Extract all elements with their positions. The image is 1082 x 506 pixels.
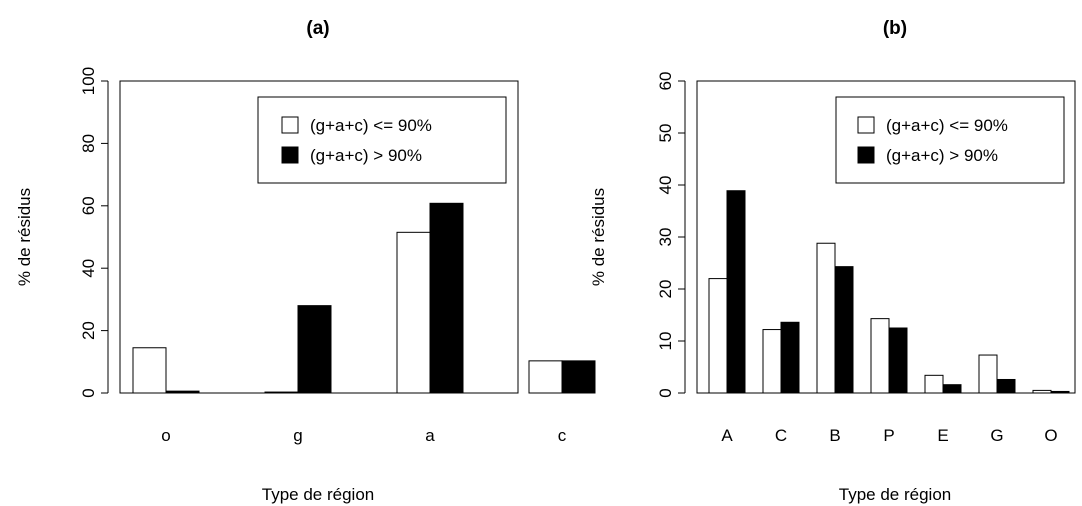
legend-swatch-black-a	[281, 146, 299, 164]
bar-black-a	[297, 305, 332, 394]
bar-white-b	[978, 354, 998, 394]
bars-b	[708, 190, 1070, 394]
bar-black-a	[165, 390, 200, 394]
legend-label-white-b: (g+a+c) <= 90%	[886, 116, 1008, 135]
chart-title-b: (b)	[883, 18, 907, 39]
bar-black-b	[726, 190, 746, 394]
x-tick-label: B	[829, 426, 840, 445]
y-tick-label: 40	[79, 259, 98, 278]
bar-white-a	[132, 347, 167, 394]
y-tick-label: 0	[79, 388, 98, 397]
legend-swatch-black-b	[857, 146, 875, 164]
legend-b: (g+a+c) <= 90% (g+a+c) > 90%	[835, 96, 1065, 184]
bar-white-b	[870, 318, 890, 394]
bar-black-b	[780, 321, 800, 394]
y-tick-label: 100	[79, 67, 98, 95]
legend-swatch-white-b	[857, 116, 875, 134]
bar-black-a	[429, 202, 464, 394]
y-tick-label: 40	[656, 176, 675, 195]
y-tick-label: 60	[656, 72, 675, 91]
bar-black-b	[834, 266, 854, 394]
bar-white-b	[708, 278, 728, 394]
x-tick-label: C	[775, 426, 787, 445]
bar-white-b	[762, 329, 782, 394]
y-axis-label-b: % de résidus	[589, 188, 608, 286]
x-tick-label: P	[883, 426, 894, 445]
x-tick-label: G	[990, 426, 1003, 445]
legend-label-black-a: (g+a+c) > 90%	[310, 146, 422, 165]
x-tick-label: O	[1044, 426, 1057, 445]
bar-white-b	[1032, 389, 1052, 394]
y-tick-label: 80	[79, 134, 98, 153]
legend-swatch-white-a	[281, 116, 299, 134]
bar-white-a	[396, 231, 431, 394]
x-tick-label: g	[293, 426, 302, 445]
bar-black-b	[996, 378, 1016, 394]
x-axis-label-b: Type de région	[839, 485, 951, 504]
chart-panel-a: (a) 0 20 40 60 80 100 o g a c Type de région % d…	[15, 18, 596, 504]
y-tick-label: 10	[656, 332, 675, 351]
bar-black-a	[561, 360, 596, 394]
x-tick-label: c	[558, 426, 567, 445]
y-tick-label: 50	[656, 124, 675, 143]
x-tick-label: A	[721, 426, 733, 445]
legend-a: (g+a+c) <= 90% (g+a+c) > 90%	[257, 96, 507, 184]
bar-black-b	[942, 384, 962, 394]
y-tick-label: 20	[656, 280, 675, 299]
chart-title-a: (a)	[306, 18, 329, 39]
bar-white-b	[924, 374, 944, 394]
legend-box-b	[835, 96, 1065, 184]
x-axis-label-a: Type de région	[262, 485, 374, 504]
y-tick-label: 20	[79, 321, 98, 340]
y-ticks-b: 0 10 20 30 40 50 60	[656, 72, 685, 398]
bar-black-b	[888, 327, 908, 394]
x-tick-label: o	[161, 426, 170, 445]
y-axis-label-a: % de résidus	[15, 188, 34, 286]
y-tick-label: 0	[656, 388, 675, 397]
x-tick-label: a	[425, 426, 435, 445]
y-ticks-a: 0 20 40 60 80 100	[79, 67, 108, 398]
x-tick-label: E	[937, 426, 948, 445]
bars-a	[132, 202, 596, 394]
legend-label-black-b: (g+a+c) > 90%	[886, 146, 998, 165]
bar-black-b	[1050, 390, 1070, 394]
legend-label-white-a: (g+a+c) <= 90%	[310, 116, 432, 135]
y-tick-label: 30	[656, 228, 675, 247]
y-tick-label: 60	[79, 196, 98, 215]
bar-white-a	[264, 391, 299, 394]
bar-white-a	[528, 360, 563, 394]
legend-box-a	[257, 96, 507, 184]
bar-white-b	[816, 242, 836, 394]
